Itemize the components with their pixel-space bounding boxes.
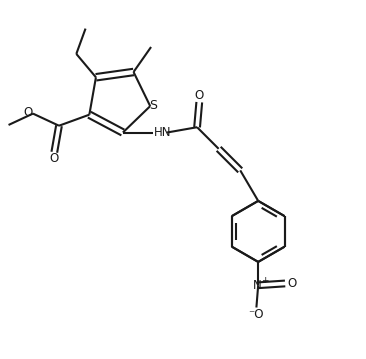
Text: N: N: [253, 279, 262, 292]
Text: O: O: [24, 106, 33, 120]
Text: S: S: [149, 99, 157, 112]
Text: O: O: [287, 277, 296, 290]
Text: O: O: [50, 152, 59, 165]
Text: +: +: [261, 276, 268, 285]
Text: ⁻O: ⁻O: [249, 308, 264, 321]
Text: HN: HN: [153, 126, 171, 139]
Text: O: O: [195, 89, 204, 102]
